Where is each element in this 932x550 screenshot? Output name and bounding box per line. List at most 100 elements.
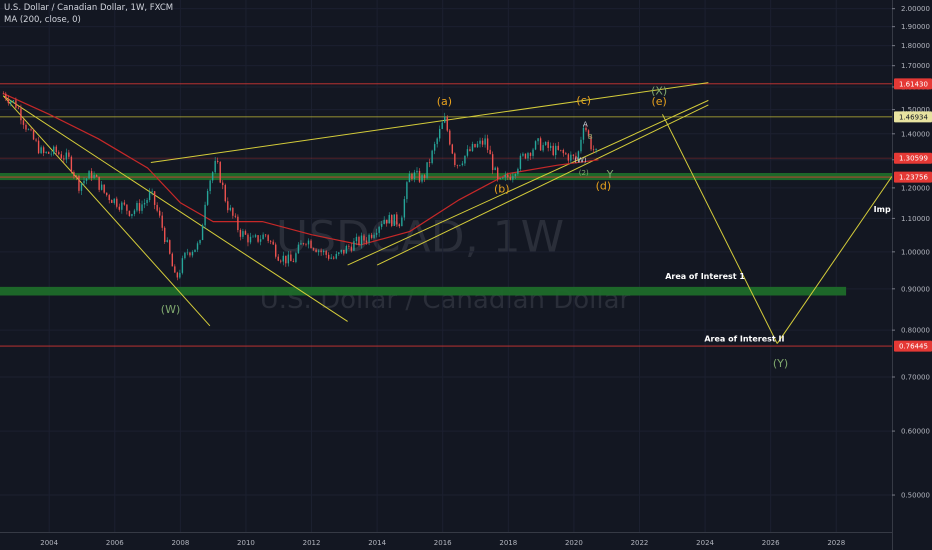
- candle-body: [338, 252, 340, 254]
- wave-label: (W): [574, 157, 587, 165]
- price-marker: [894, 152, 932, 164]
- candle-body: [128, 210, 131, 216]
- candle-body: [413, 172, 416, 179]
- candle-body: [386, 219, 388, 224]
- trendline: [661, 114, 778, 344]
- candle-body: [257, 235, 259, 242]
- price-tick-label: 2.00000: [901, 5, 930, 13]
- candle-body: [277, 256, 279, 261]
- candle-body: [509, 177, 512, 180]
- price-tick-label: 1.70000: [901, 62, 930, 70]
- candle-body: [539, 138, 542, 151]
- price-tick-label: 1.50000: [901, 106, 930, 114]
- candle-body: [441, 122, 443, 129]
- candle-body: [519, 155, 522, 169]
- candle-body: [479, 140, 481, 144]
- trendline: [2, 95, 211, 327]
- candle-body: [95, 175, 98, 177]
- candle-body: [542, 145, 544, 151]
- candle-body: [484, 138, 486, 145]
- candle-body: [280, 260, 282, 262]
- price-axis-bg: [892, 0, 932, 550]
- candle-body: [45, 151, 47, 153]
- candle-body: [15, 100, 17, 108]
- candle-body: [111, 200, 113, 203]
- candle-body: [421, 175, 423, 182]
- candle-body: [373, 234, 375, 238]
- candle-body: [27, 129, 30, 130]
- wave-label: (X): [651, 85, 667, 98]
- candle-body: [25, 124, 27, 130]
- candle-body: [401, 217, 403, 227]
- candle-body: [327, 254, 330, 259]
- candle-body: [335, 253, 337, 259]
- price-tick-label: 0.70000: [901, 373, 930, 381]
- candle-body: [98, 176, 100, 190]
- candle-body: [476, 143, 479, 148]
- candle-body: [32, 130, 35, 140]
- candle-body: [204, 204, 206, 226]
- candle-body: [214, 160, 216, 173]
- time-tick-label: 2018: [499, 539, 517, 547]
- wave-label: (2): [579, 169, 589, 177]
- candle-body: [275, 244, 277, 257]
- candle-body: [398, 224, 401, 227]
- candle-body: [325, 250, 327, 255]
- price-axis[interactable]: 2.000001.900001.800001.700001.600001.500…: [892, 0, 932, 550]
- candle-body: [433, 144, 436, 151]
- wave-label: (Y): [773, 357, 788, 370]
- candle-body: [209, 180, 211, 192]
- candle-body: [497, 167, 499, 179]
- candle-body: [106, 192, 108, 196]
- wave-label: B: [588, 133, 593, 141]
- candle-body: [585, 127, 587, 131]
- candle-body: [565, 153, 567, 155]
- time-axis-bg: [0, 532, 892, 550]
- candle-body: [403, 199, 406, 218]
- candle-body: [524, 153, 527, 159]
- candle-body: [537, 138, 539, 142]
- candle-body: [408, 173, 411, 183]
- candle-body: [217, 160, 219, 162]
- trendline: [776, 176, 893, 344]
- candle-body: [436, 138, 438, 145]
- candle-body: [153, 191, 156, 205]
- candle-body: [146, 200, 148, 203]
- candle-body: [333, 257, 335, 259]
- candle-body: [169, 240, 171, 254]
- price-tick-label: 1.00000: [901, 248, 930, 256]
- wave-label: (c): [576, 94, 591, 107]
- candle-body: [7, 98, 10, 104]
- candle-body: [176, 272, 179, 278]
- time-axis[interactable]: 2004 2006 2008 2010 2012 2014 2016 2018 2020 2022…: [0, 532, 892, 550]
- price-tick-label: 1.10000: [901, 215, 930, 223]
- trendlines: [2, 82, 893, 344]
- candle-body: [164, 227, 166, 242]
- candle-body: [222, 182, 224, 186]
- candle-body: [184, 252, 186, 259]
- candle-body: [396, 214, 398, 225]
- candle-body: [310, 240, 312, 249]
- candle-body: [446, 116, 448, 131]
- candle-body: [555, 145, 557, 156]
- candle-body: [471, 143, 474, 151]
- time-tick-label: 2012: [303, 539, 321, 547]
- candle-body: [391, 214, 393, 226]
- wave-label: (W): [161, 303, 180, 316]
- candle-body: [20, 108, 22, 121]
- wave-label: (b): [494, 182, 510, 195]
- candle-body: [315, 249, 317, 253]
- candle-body: [206, 191, 209, 205]
- candle-body: [121, 202, 123, 210]
- candle-body: [126, 204, 128, 211]
- wave-label: Y: [606, 168, 614, 181]
- candle-body: [444, 116, 446, 123]
- candle-body: [78, 176, 80, 191]
- candle-body: [90, 171, 93, 179]
- candle-body: [10, 101, 12, 104]
- trendline: [3, 95, 348, 322]
- candle-body: [196, 243, 199, 250]
- candle-body: [353, 241, 355, 251]
- candle-body: [22, 120, 25, 125]
